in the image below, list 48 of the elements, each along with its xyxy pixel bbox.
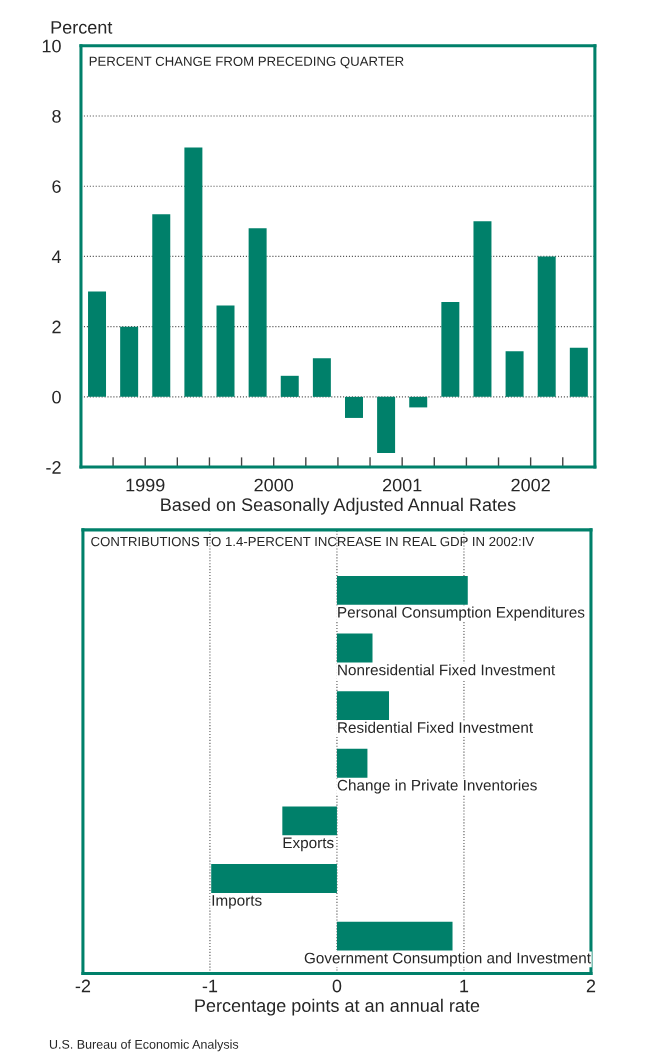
chart-title: CONTRIBUTIONS TO 1.4-PERCENT INCREASE IN REAL GDP IN 2002:IV [91, 536, 535, 547]
bar [216, 305, 235, 397]
bar [211, 864, 337, 893]
y-tick-label: Residential Fixed Investment [338, 721, 533, 733]
bar [505, 351, 524, 397]
y-tick-label: 4 [51, 250, 61, 263]
bar [344, 396, 363, 418]
x-tick-label: 1999 [126, 478, 165, 492]
bar [280, 375, 299, 397]
y-tick-label: 2 [52, 320, 61, 334]
y-tick-label: Imports [212, 895, 262, 909]
text: U.S. Bureau of Economic Analysis [49, 1039, 239, 1052]
bar [473, 221, 492, 397]
x-tick-label: 2001 [382, 478, 422, 492]
y-tick-label: Exports [283, 837, 334, 852]
text: PERCENT CHANGE FROM PRECEDING QUARTER [89, 56, 404, 69]
y-tick-label: 10 [42, 39, 61, 53]
bar [377, 396, 396, 454]
bar [88, 291, 107, 397]
bar [409, 396, 428, 408]
bar [312, 358, 331, 397]
y-tick-label: Personal Consumption Expenditures [338, 606, 585, 621]
y-tick-label: Nonresidential Fixed Investment [338, 664, 556, 676]
y-tick-label: 6 [52, 180, 61, 193]
x-tick-label: -1 [202, 979, 218, 993]
y-tick-label: 8 [52, 109, 61, 123]
x-axis-title: Percentage points at an annual rate [195, 998, 480, 1016]
y-tick-label: Government Consumption and Investment [304, 952, 591, 967]
bar [282, 806, 337, 836]
x-tick-label: 1 [460, 979, 469, 993]
y-tick-label: 0 [52, 390, 61, 404]
x-tick-label: 2002 [511, 478, 550, 492]
bar [336, 633, 373, 663]
x-tick-label: 2000 [254, 478, 294, 492]
x-tick-label: -2 [75, 979, 91, 993]
bar [569, 347, 588, 397]
x-axis-title: Based on Seasonally Adjusted Annual Rates [161, 497, 516, 515]
bar [537, 256, 556, 397]
y-tick-label: Change in Private Inventories [337, 779, 537, 794]
bar [248, 228, 267, 397]
x-tick-label: 2 [586, 979, 596, 993]
y-tick-label: -2 [46, 461, 61, 474]
bar [184, 147, 203, 397]
bar [336, 748, 368, 778]
bar [120, 326, 139, 397]
y-axis-title: Percent [51, 21, 113, 34]
bar [441, 302, 460, 397]
bar [152, 214, 171, 397]
